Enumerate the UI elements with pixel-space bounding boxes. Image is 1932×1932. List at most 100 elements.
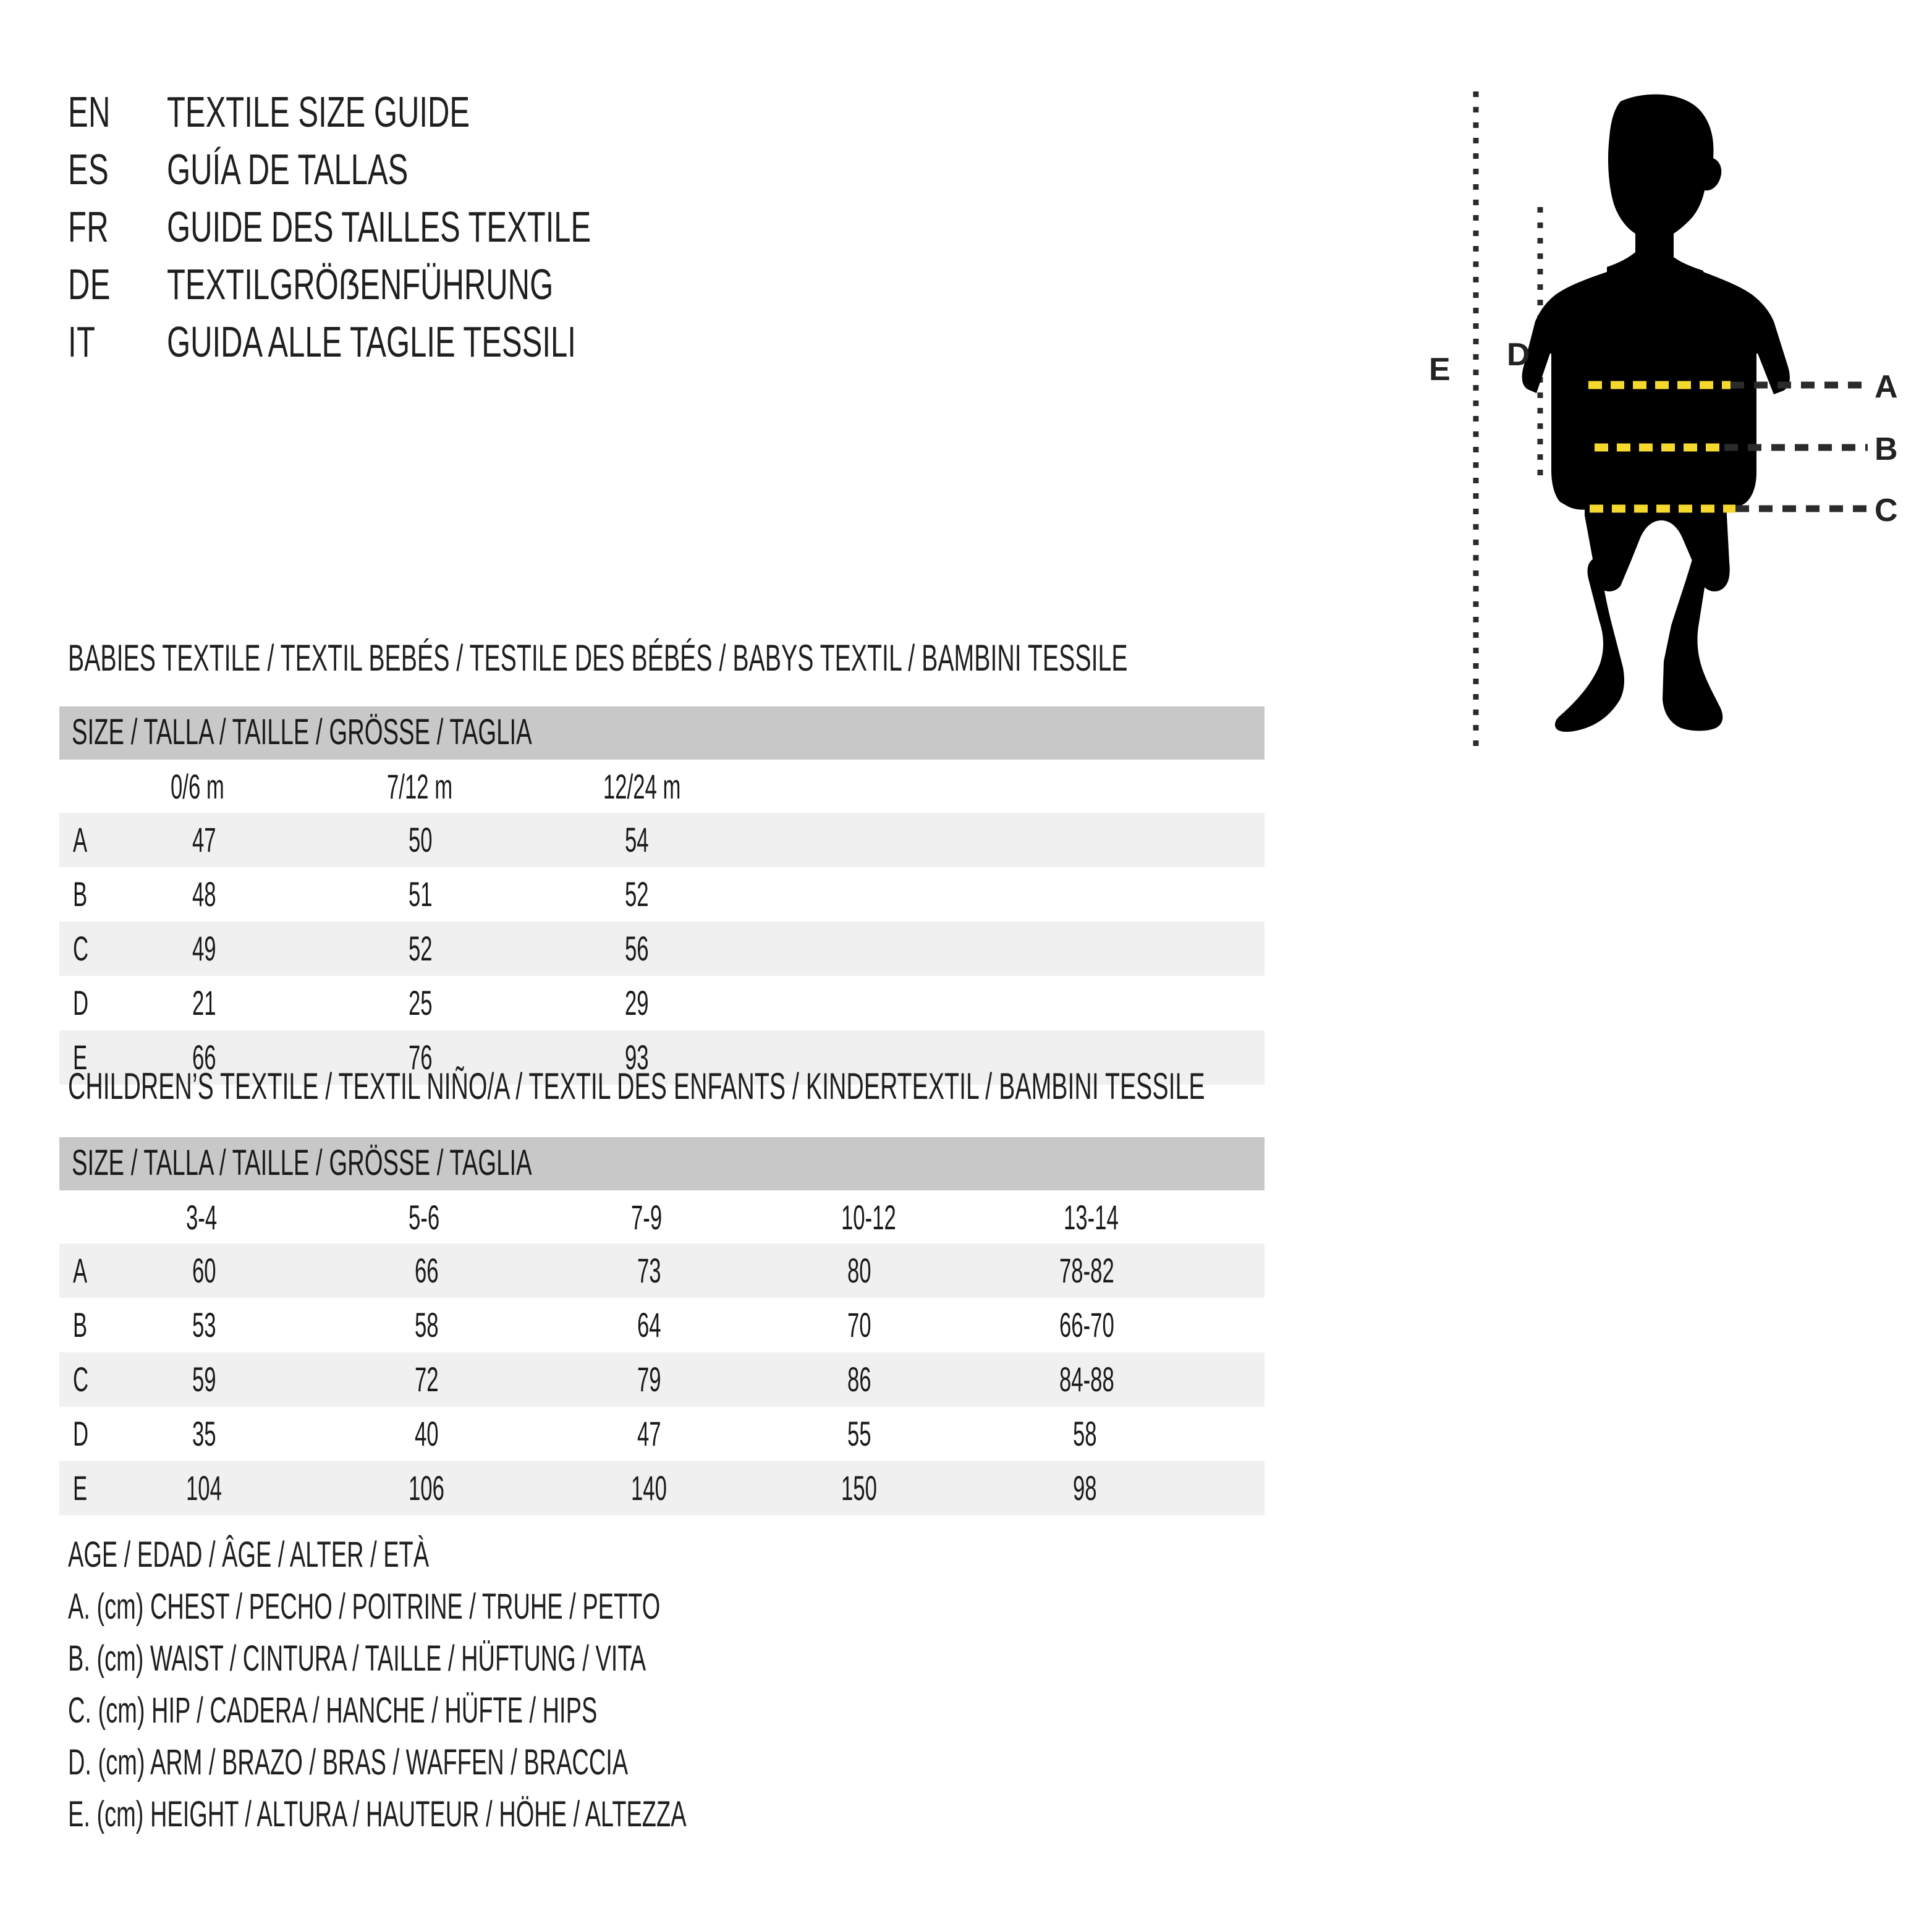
babies-a-0: 47 — [192, 820, 216, 859]
figure-label-d: D — [1507, 337, 1530, 373]
children-section-title: CHILDREN’S TEXTILE / TEXTIL NIÑO/A / TEX… — [68, 1066, 1205, 1107]
children-c-1: 72 — [415, 1360, 439, 1399]
children-e-1: 106 — [409, 1468, 444, 1507]
figure-label-b: B — [1875, 431, 1898, 467]
children-a-3: 80 — [847, 1251, 871, 1290]
language-title-es: GUÍA DE TALLAS — [167, 145, 409, 193]
language-code-es: ES — [68, 145, 109, 193]
children-col-0: 3-4 — [186, 1198, 218, 1237]
measurement-figure-diagram: A B C D E — [1403, 74, 1916, 766]
children-a-4: 78-82 — [1059, 1251, 1114, 1290]
babies-a-1: 50 — [409, 820, 433, 859]
language-title-de: TEXTILGRÖẞENFÜHRUNG — [167, 260, 554, 308]
children-e-0: 104 — [186, 1468, 222, 1507]
table-row: E 104 106 140 150 98 — [59, 1461, 1265, 1515]
children-e-4: 98 — [1073, 1468, 1097, 1507]
children-a-0: 60 — [192, 1251, 216, 1290]
language-title-fr: GUIDE DES TAILLES TEXTILE — [167, 203, 591, 251]
legend-row-e-height: E. (cm) HEIGHT / ALTURA / HAUTEUR / HÖHE… — [68, 1794, 687, 1834]
children-b-3: 70 — [847, 1305, 871, 1344]
legend-row-age: AGE / EDAD / ÂGE / ALTER / ETÀ — [68, 1535, 430, 1575]
children-col-2: 7-9 — [631, 1198, 663, 1237]
language-code-de: DE — [68, 260, 111, 308]
children-e-2: 140 — [631, 1468, 667, 1507]
children-a-1: 66 — [415, 1251, 439, 1290]
children-b-2: 64 — [637, 1305, 661, 1344]
children-d-3: 55 — [847, 1414, 871, 1453]
language-header-block: EN TEXTILE SIZE GUIDE ES GUÍA DE TALLAS … — [68, 87, 1335, 374]
babies-b-2: 52 — [625, 875, 649, 913]
table-row: B 53 58 64 70 66-70 — [59, 1298, 1265, 1352]
babies-header-label: SIZE / TALLA / TAILLE / GRÖSSE / TAGLIA — [72, 712, 532, 752]
babies-row-label-e: E — [73, 1038, 88, 1077]
language-code-en: EN — [68, 88, 111, 136]
legend-row-b-waist: B. (cm) WAIST / CINTURA / TAILLE / HÜFTU… — [68, 1638, 646, 1679]
babies-c-1: 52 — [409, 929, 433, 968]
babies-row-label-c: C — [73, 929, 89, 968]
child-silhouette — [1522, 94, 1790, 732]
children-b-0: 53 — [192, 1305, 216, 1344]
babies-c-0: 49 — [192, 929, 216, 968]
babies-d-0: 21 — [192, 983, 216, 1022]
children-row-label-a: A — [73, 1251, 88, 1290]
babies-col-0: 0/6 m — [171, 767, 224, 806]
table-row: B 48 51 52 — [59, 867, 1265, 922]
babies-col-1: 7/12 m — [387, 767, 453, 806]
children-row-label-e: E — [73, 1468, 88, 1507]
language-row-de: DE TEXTILGRÖẞENFÜHRUNG — [68, 259, 1335, 316]
table-row: C 49 52 56 — [59, 922, 1265, 976]
children-col-1: 5-6 — [409, 1198, 440, 1237]
legend-row-d-arm: D. (cm) ARM / BRAZO / BRAS / WAFFEN / BR… — [68, 1742, 629, 1782]
language-row-fr: FR GUIDE DES TAILLES TEXTILE — [68, 201, 1335, 259]
children-header-label: SIZE / TALLA / TAILLE / GRÖSSE / TAGLIA — [72, 1143, 532, 1183]
babies-b-1: 51 — [409, 875, 433, 913]
children-d-1: 40 — [415, 1414, 439, 1453]
babies-section-title: BABIES TEXTILE / TEXTIL BEBÉS / TESTILE … — [68, 637, 1128, 679]
language-title-en: TEXTILE SIZE GUIDE — [167, 88, 470, 136]
babies-c-2: 56 — [625, 929, 649, 968]
babies-row-label-a: A — [73, 820, 88, 859]
babies-e-1: 76 — [409, 1038, 433, 1077]
children-c-2: 79 — [637, 1360, 661, 1399]
language-row-es: ES GUÍA DE TALLAS — [68, 144, 1335, 201]
figure-label-c: C — [1875, 493, 1898, 528]
children-b-1: 58 — [415, 1305, 439, 1344]
language-row-en: EN TEXTILE SIZE GUIDE — [68, 87, 1335, 144]
babies-row-label-b: B — [73, 875, 88, 913]
children-row-label-b: B — [73, 1305, 88, 1344]
babies-e-0: 66 — [192, 1038, 216, 1077]
children-table-header-bar: SIZE / TALLA / TAILLE / GRÖSSE / TAGLIA — [59, 1137, 1265, 1190]
children-c-0: 59 — [192, 1360, 216, 1399]
children-column-header-row: 3-4 5-6 7-9 10-12 13-14 — [59, 1190, 1265, 1244]
babies-table-header-bar: SIZE / TALLA / TAILLE / GRÖSSE / TAGLIA — [59, 706, 1265, 760]
children-c-4: 84-88 — [1059, 1360, 1114, 1399]
children-c-3: 86 — [847, 1360, 871, 1399]
children-a-2: 73 — [637, 1251, 661, 1290]
children-size-table: SIZE / TALLA / TAILLE / GRÖSSE / TAGLIA … — [59, 1137, 1265, 1515]
children-row-label-c: C — [73, 1360, 89, 1399]
children-d-2: 47 — [637, 1414, 661, 1453]
table-row: D 35 40 47 55 58 — [59, 1407, 1265, 1461]
language-code-fr: FR — [68, 203, 109, 251]
children-b-4: 66-70 — [1059, 1305, 1114, 1344]
measurement-legend: AGE / EDAD / ÂGE / ALTER / ETÀ A. (cm) C… — [68, 1533, 1304, 1844]
language-code-it: IT — [68, 318, 96, 366]
child-silhouette-svg — [1473, 91, 1868, 751]
babies-size-table: SIZE / TALLA / TAILLE / GRÖSSE / TAGLIA … — [59, 706, 1265, 1085]
children-d-4: 58 — [1073, 1414, 1097, 1453]
table-row: D 21 25 29 — [59, 976, 1265, 1030]
language-row-it: IT GUIDA ALLE TAGLIE TESSILI — [68, 316, 1335, 374]
children-d-0: 35 — [192, 1414, 216, 1453]
babies-row-label-d: D — [73, 983, 89, 1022]
legend-row-c-hip: C. (cm) HIP / CADERA / HANCHE / HÜFTE / … — [68, 1690, 598, 1731]
babies-column-header-row: 0/6 m 7/12 m 12/24 m — [59, 760, 1265, 813]
children-e-3: 150 — [841, 1468, 877, 1507]
legend-row-a-chest: A. (cm) CHEST / PECHO / POITRINE / TRUHE… — [68, 1587, 661, 1627]
children-col-3: 10-12 — [841, 1198, 896, 1237]
babies-b-0: 48 — [192, 875, 216, 913]
children-col-4: 13-14 — [1064, 1198, 1119, 1237]
figure-label-a: A — [1875, 369, 1898, 405]
babies-col-2: 12/24 m — [603, 767, 681, 806]
children-row-label-d: D — [73, 1414, 89, 1453]
babies-d-2: 29 — [625, 983, 649, 1022]
